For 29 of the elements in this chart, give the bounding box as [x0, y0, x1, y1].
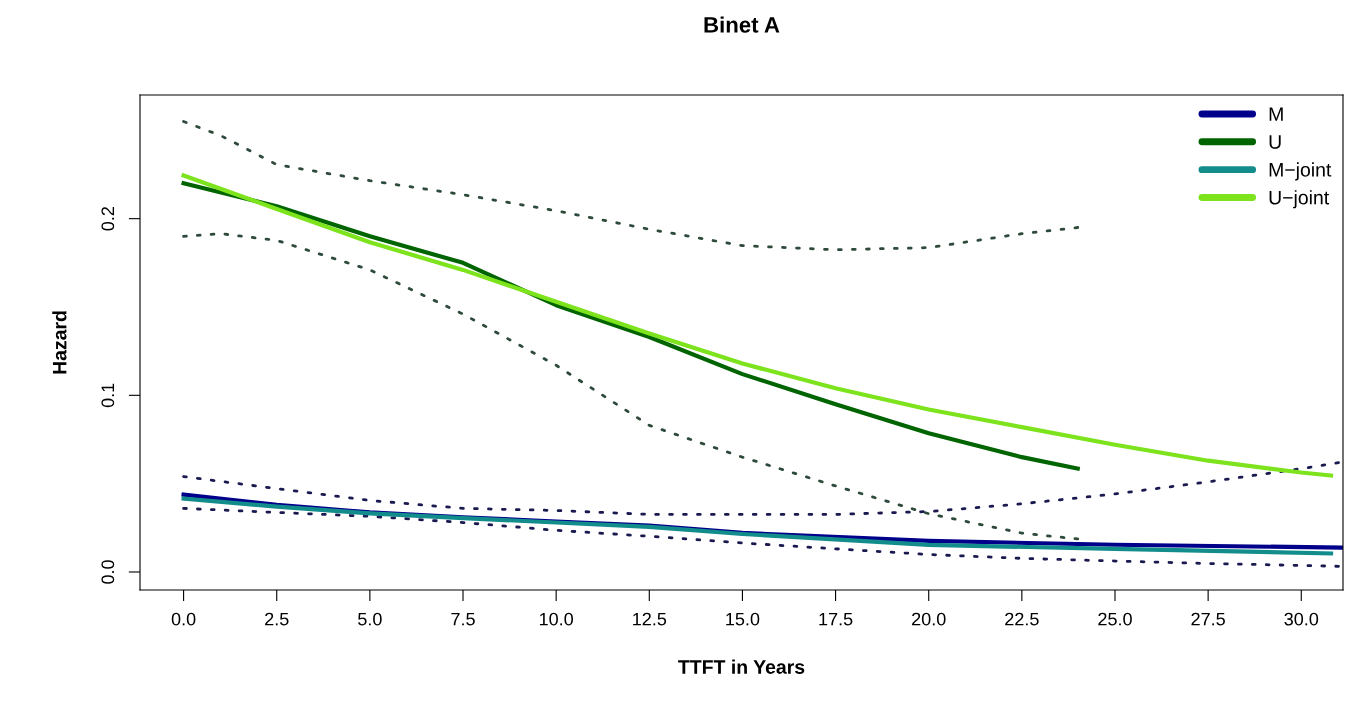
- y-axis-title: Hazard: [52, 311, 67, 374]
- x-tick-label: 5.0: [358, 612, 382, 626]
- x-tick-label: 27.5: [1191, 612, 1225, 626]
- line-series: [182, 461, 1340, 516]
- line-series: [182, 120, 1080, 252]
- y-tick-label: 0.0: [101, 560, 115, 584]
- x-tick-label: 22.5: [1005, 612, 1039, 626]
- y-tick-label: 0.2: [101, 207, 115, 231]
- x-tick-label: 20.0: [912, 612, 946, 626]
- line-series: [181, 181, 1080, 471]
- x-axis-title: TTFT in Years: [678, 659, 805, 674]
- legend-label: U: [1269, 135, 1281, 149]
- x-tick-label: 17.5: [819, 612, 853, 626]
- y-tick-label: 0.1: [101, 383, 115, 408]
- x-tick-label: 30.0: [1284, 612, 1319, 626]
- legend-label: U−joint: [1269, 190, 1330, 209]
- line-series: [182, 506, 1340, 568]
- line-series: [182, 232, 1080, 541]
- x-tick-label: 2.5: [265, 612, 289, 626]
- chart-title: Binet A: [704, 16, 780, 33]
- x-tick-label: 0.0: [171, 612, 196, 626]
- line-series: [181, 496, 1334, 556]
- x-tick-label: 25.0: [1098, 612, 1132, 626]
- x-tick-label: 15.0: [726, 612, 760, 626]
- x-tick-label: 12.5: [633, 612, 667, 626]
- legend-label: M: [1269, 107, 1283, 121]
- legend-label: M−joint: [1269, 162, 1332, 181]
- x-tick-label: 10.0: [539, 612, 574, 626]
- x-tick-label: 7.5: [451, 612, 475, 626]
